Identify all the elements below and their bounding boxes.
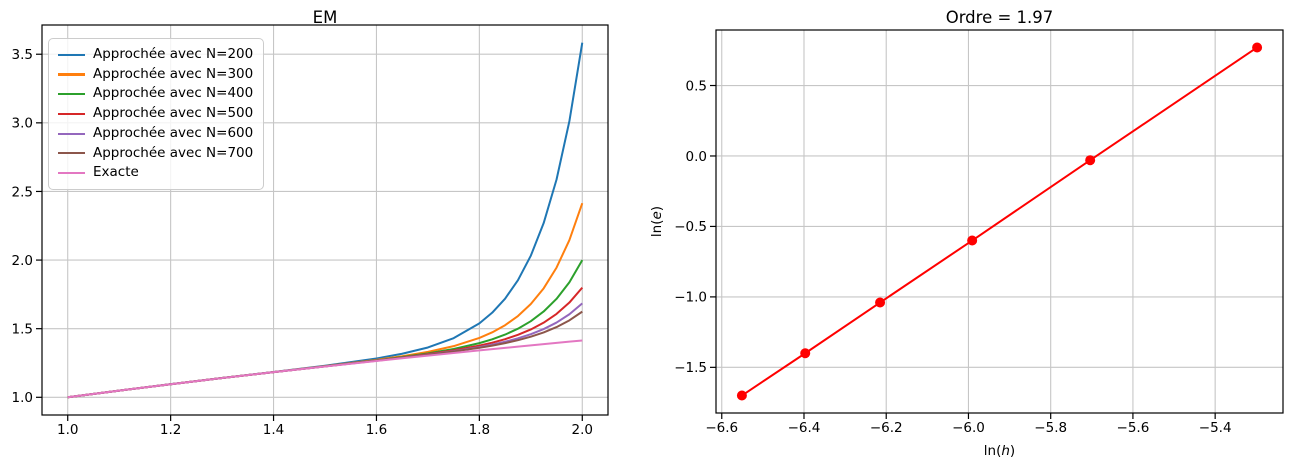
ordre-spines: [715, 29, 1284, 414]
em-spines: [41, 24, 609, 416]
legend-line-sample: [58, 152, 85, 155]
legend-label: Approchée avec N=400: [93, 85, 254, 102]
data-point: [1085, 155, 1096, 166]
curve-approch-e-avec-n-300: [67, 202, 584, 399]
ordre-xtick-label: −6.0: [952, 420, 985, 436]
legend-line-sample: [58, 53, 85, 56]
legend-label: Approchée avec N=700: [93, 144, 254, 161]
legend-label: Exacte: [93, 164, 139, 181]
em-ytick-label: 3.0: [12, 116, 33, 132]
legend: Approchée avec N=200 Approchée avec N=300…: [48, 38, 265, 190]
em-xtick-label: 2.0: [572, 422, 593, 438]
ordre-xtick-label: −5.6: [1117, 420, 1150, 436]
em-ytick-label: 2.0: [12, 253, 33, 269]
ordre-xtick-label: −5.4: [1199, 420, 1232, 436]
ordre-axes: −6.6 −6.4 −6.2 −6.0 −5.8 −5.6 −5.4 0.5 0.0 −0.5 −1…: [649, 29, 1284, 459]
ordre-ticks: [710, 84, 1216, 419]
ordre-xtick-label: −6.4: [788, 420, 821, 436]
legend-label: Approchée avec N=500: [93, 105, 254, 122]
ordre-markers: [736, 42, 1263, 401]
data-point: [800, 348, 811, 359]
ordre-ytick-label: −1.0: [674, 290, 707, 306]
legend-item: Approchée avec N=400: [58, 84, 253, 104]
em-xtick-label: 1.0: [57, 422, 78, 438]
legend-item: Approchée avec N=300: [58, 65, 253, 85]
legend-label: Approchée avec N=600: [93, 124, 254, 141]
ordre-tick-labels: −6.6 −6.4 −6.2 −6.0 −5.8 −5.6 −5.4 0.5 0.0 −0.5 −1…: [674, 78, 1231, 436]
ordre-ytick-label: 0.0: [686, 149, 707, 165]
ordre-plot-title: Ordre = 1.97: [945, 8, 1054, 27]
ordre-ytick-label: 0.5: [686, 78, 707, 94]
ordre-grid: [716, 30, 1283, 413]
ordre-ytick-label: −1.5: [674, 360, 707, 376]
legend-item: Approchée avec N=700: [58, 143, 253, 163]
ordre-fit-line: [741, 46, 1258, 397]
legend-item: Approchée avec N=600: [58, 124, 253, 144]
em-xtick-label: 1.6: [366, 422, 387, 438]
data-point: [967, 235, 978, 246]
ordre-ytick-label: −0.5: [674, 219, 707, 235]
data-point: [1252, 42, 1263, 53]
em-xtick-label: 1.8: [469, 422, 490, 438]
data-point: [875, 297, 886, 308]
em-ytick-label: 1.5: [12, 321, 33, 337]
em-xtick-label: 1.4: [263, 422, 284, 438]
em-ytick-label: 2.5: [12, 184, 33, 200]
em-xtick-label: 1.2: [160, 422, 181, 438]
em-plot-title: EM: [312, 8, 338, 27]
em-ytick-label: 1.0: [12, 390, 33, 406]
legend-line-sample: [58, 171, 85, 175]
legend-item: Approchée avec N=500: [58, 104, 253, 124]
legend-item: Approchée avec N=200: [58, 45, 253, 65]
legend-label: Approchée avec N=200: [93, 46, 254, 63]
y-axis-label: ln(e): [649, 206, 665, 237]
x-axis-label: ln(h): [984, 443, 1015, 459]
ordre-xtick-label: −6.6: [705, 420, 738, 436]
curve-approch-e-avec-n-600: [67, 302, 583, 399]
legend-line-sample: [58, 132, 85, 135]
legend-line-sample: [58, 93, 85, 96]
ordre-xtick-label: −5.8: [1034, 420, 1067, 436]
curve-exacte: [67, 339, 583, 399]
ordre-xtick-label: −6.2: [870, 420, 903, 436]
em-ytick-label: 3.5: [12, 47, 33, 63]
em-tick-labels: 1.0 1.2 1.4 1.6 1.8 2.0 1.0 1.5 2.0 2.5 3.0 3.5: [12, 47, 593, 438]
em-ticks: [36, 53, 583, 421]
legend-line-sample: [58, 112, 85, 115]
legend-line-sample: [58, 73, 85, 76]
legend-label: Approchée avec N=300: [93, 65, 254, 82]
data-point: [736, 390, 747, 401]
legend-item: Exacte: [58, 163, 253, 183]
